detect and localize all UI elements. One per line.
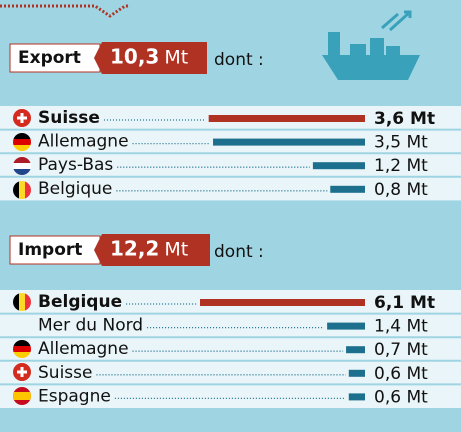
value-label: 1,4 Mt (374, 317, 428, 337)
category-label: Belgique (38, 179, 112, 199)
category-label: Suisse (38, 108, 100, 128)
tag-box (9, 43, 101, 73)
bar (346, 346, 365, 354)
bar (330, 185, 365, 193)
category-label: Allemagne (38, 339, 129, 359)
bar (213, 138, 365, 146)
suffix: dont : (214, 50, 264, 70)
bar (312, 162, 365, 170)
bar (348, 369, 365, 377)
rows-background (0, 290, 461, 408)
suffix: dont : (214, 242, 264, 262)
category-label: Suisse (38, 363, 92, 383)
value-label: 3,6 Mt (374, 109, 435, 129)
category-label: Belgique (38, 292, 122, 312)
value-label: 1,2 Mt (374, 156, 428, 176)
unit: Mt (164, 47, 188, 69)
section-title: Export (18, 48, 81, 68)
category-label: Pays-Bas (38, 155, 113, 175)
top-decoration (0, 4, 130, 18)
total: 12,2 (110, 237, 159, 261)
category-label: Mer du Nord (38, 316, 143, 336)
unit: Mt (164, 239, 188, 261)
section-title: Import (18, 240, 82, 260)
value-label: 0,6 Mt (374, 387, 428, 407)
value-label: 0,6 Mt (374, 364, 428, 384)
total: 10,3 (110, 45, 159, 69)
value-label: 3,5 Mt (374, 133, 428, 153)
total-box (94, 42, 207, 74)
bar (327, 322, 365, 330)
bar (208, 115, 365, 122)
category-label: Espagne (38, 386, 111, 406)
category-label: Allemagne (38, 132, 129, 152)
bar (200, 299, 365, 306)
bar (348, 393, 365, 401)
value-label: 0,8 Mt (374, 180, 428, 200)
value-label: 0,7 Mt (374, 340, 428, 360)
total-box (94, 234, 210, 266)
ship-icon (322, 10, 420, 80)
flags (13, 109, 31, 405)
value-label: 6,1 Mt (374, 293, 435, 313)
